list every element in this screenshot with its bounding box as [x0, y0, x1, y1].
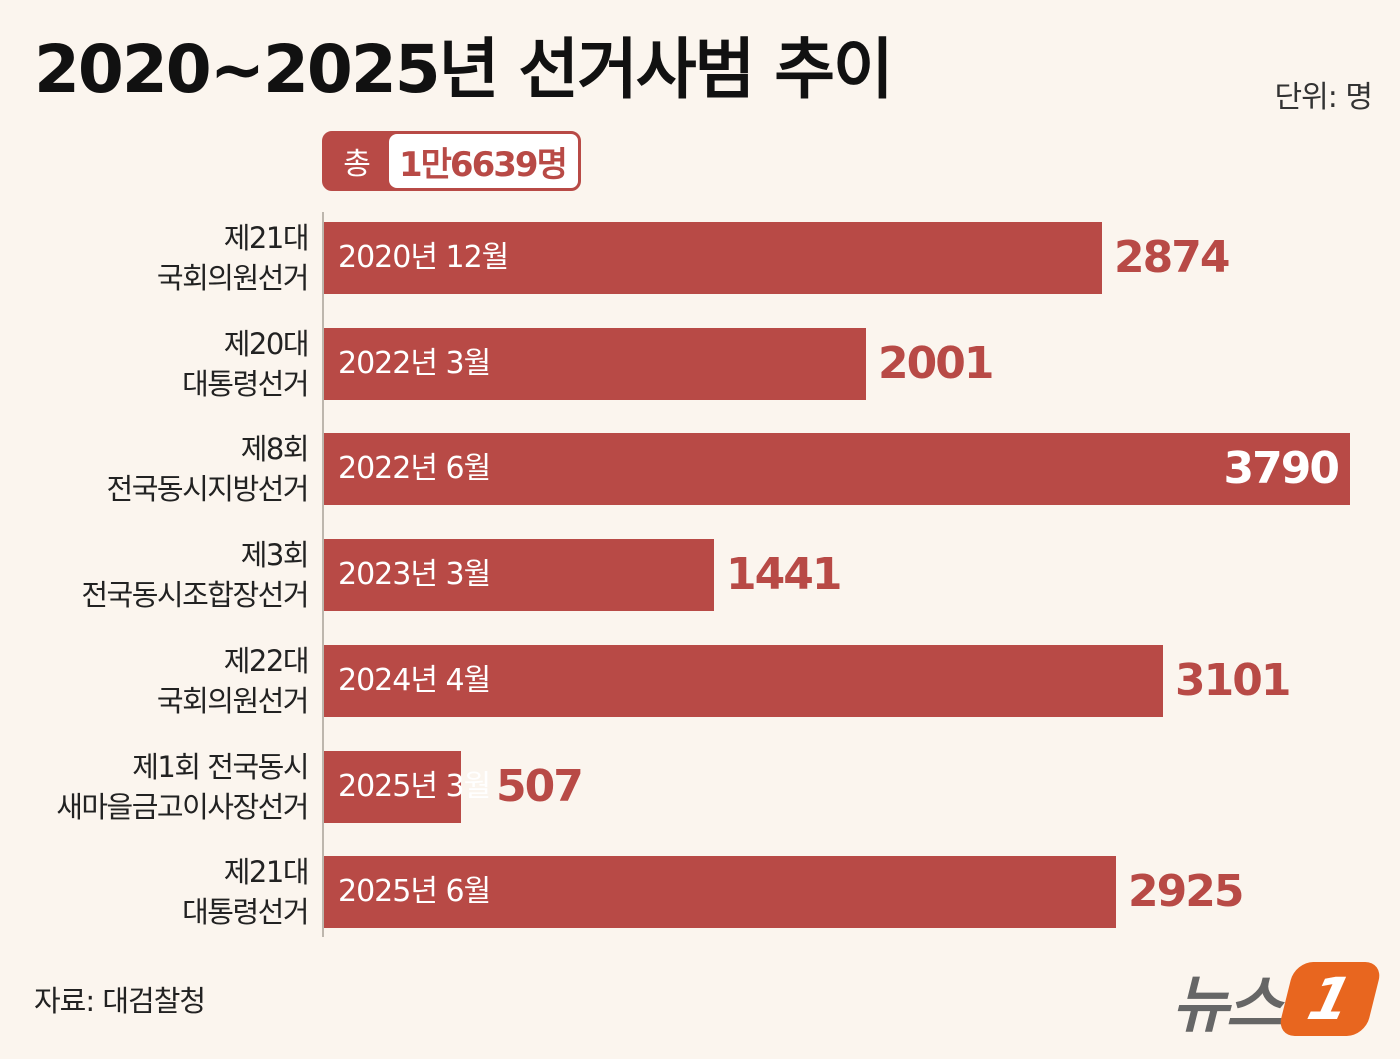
bar-value-label: 2874: [1114, 232, 1230, 283]
category-label: 제22대 국회의원선거: [156, 643, 310, 718]
bar-value-label: 507: [496, 760, 584, 812]
total-value: 1만6639명: [389, 134, 578, 188]
bar: [324, 433, 1350, 506]
bar: [324, 644, 1163, 717]
bar-value-label: 3101: [1175, 654, 1291, 706]
unit-label: 단위: 명: [1274, 80, 1373, 115]
bar: [324, 750, 461, 823]
category-label: 제20대 대통령선거: [182, 326, 309, 401]
bar-date-label: 2025년 3월: [338, 768, 491, 804]
total-badge: 총 1만6639명: [322, 131, 581, 191]
bar-date-label: 2022년 3월: [338, 345, 491, 381]
bar-value-label: 1441: [726, 549, 842, 601]
category-axis-line: [322, 212, 324, 937]
source-note: 자료: 대검찰청: [34, 984, 206, 1018]
news1-logo: 뉴스 1: [1172, 960, 1384, 1041]
bar: [324, 327, 866, 400]
category-label: 제21대 국회의원선거: [156, 221, 310, 295]
bar-value-label: 2925: [1128, 866, 1244, 918]
bar-value-label: 2001: [878, 337, 994, 389]
bar-date-label: 2020년 12월: [338, 240, 509, 275]
chart-title: 2020~2025년 선거사범 추이: [34, 31, 894, 108]
bar: [324, 856, 1116, 929]
bar: [324, 222, 1102, 294]
bar-value-label: 3790: [1223, 443, 1340, 495]
logo-mark: 1: [1276, 962, 1384, 1036]
category-label: 제1회 전국동시 새마을금고이사장선거: [56, 749, 309, 824]
bar-date-label: 2022년 6월: [338, 451, 491, 487]
total-label: 총: [343, 147, 371, 182]
logo-text: 뉴스: [1171, 968, 1283, 1041]
bar-date-label: 2024년 4월: [338, 662, 491, 698]
bar-date-label: 2023년 3월: [338, 557, 491, 593]
bar: [324, 539, 714, 612]
category-label: 제3회 전국동시조합장선거: [81, 538, 309, 613]
category-label: 제21대 대통령선거: [182, 855, 309, 930]
category-label: 제8회 전국동시지방선거: [106, 432, 310, 507]
bar-date-label: 2025년 6월: [338, 874, 491, 910]
